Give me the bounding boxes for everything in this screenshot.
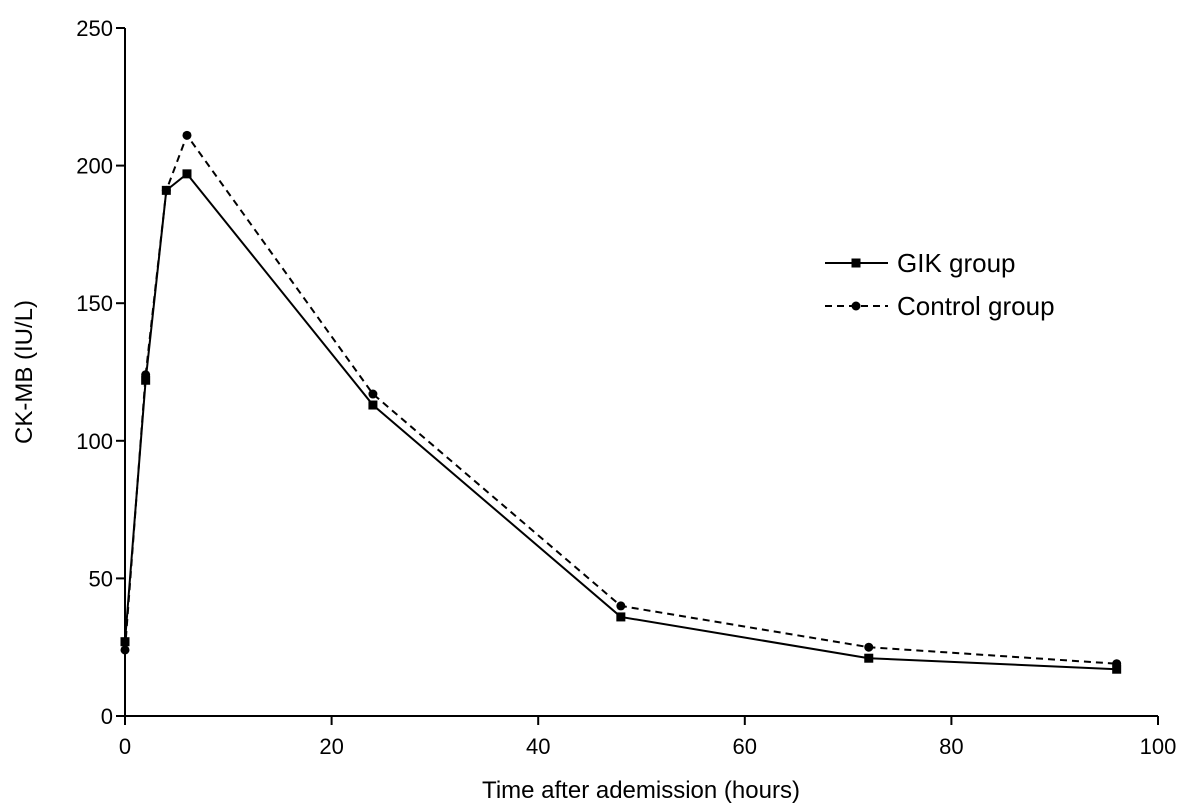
legend: GIK group Control group (825, 248, 1055, 321)
legend-label: GIK group (897, 248, 1016, 278)
legend-item: Control group (825, 291, 1055, 321)
x-axis-title: Time after ademission (hours) (482, 777, 800, 804)
data-point (182, 169, 192, 179)
y-tick-label: 150 (76, 291, 113, 316)
y-tick-label: 250 (76, 16, 113, 41)
x-tick-label: 100 (1140, 734, 1177, 759)
legend-item: GIK group (825, 248, 1016, 278)
data-point (120, 645, 130, 655)
data-point (1112, 664, 1122, 674)
legend-marker (851, 301, 861, 311)
data-point (182, 130, 192, 140)
x-ticks: 0 20 40 60 80 100 (119, 716, 1176, 759)
x-tick-label: 0 (119, 734, 131, 759)
data-point (616, 612, 626, 622)
x-tick-label: 60 (733, 734, 757, 759)
legend-marker (851, 258, 861, 268)
data-point (864, 653, 874, 663)
data-point (616, 601, 626, 611)
series-control-group (120, 130, 1122, 669)
y-tick-label: 50 (89, 566, 113, 591)
y-ticks: 0 50 100 150 200 250 (76, 16, 125, 729)
y-tick-label: 0 (101, 704, 113, 729)
data-point (120, 637, 130, 647)
legend-label: Control group (897, 291, 1055, 321)
y-axis-title: CK-MB (IU/L) (11, 300, 38, 444)
x-tick-label: 80 (939, 734, 963, 759)
data-point (368, 389, 378, 399)
series-gik-group (120, 169, 1122, 674)
data-point (368, 400, 378, 410)
series-line (124, 133, 1117, 665)
y-tick-label: 100 (76, 429, 113, 454)
data-point (864, 642, 874, 652)
data-point (141, 370, 151, 380)
series-layer (120, 130, 1122, 674)
axes (124, 28, 1158, 717)
data-point (1112, 659, 1122, 669)
x-tick-label: 40 (526, 734, 550, 759)
x-tick-label: 20 (319, 734, 343, 759)
data-point (161, 185, 171, 195)
y-tick-label: 200 (76, 154, 113, 179)
